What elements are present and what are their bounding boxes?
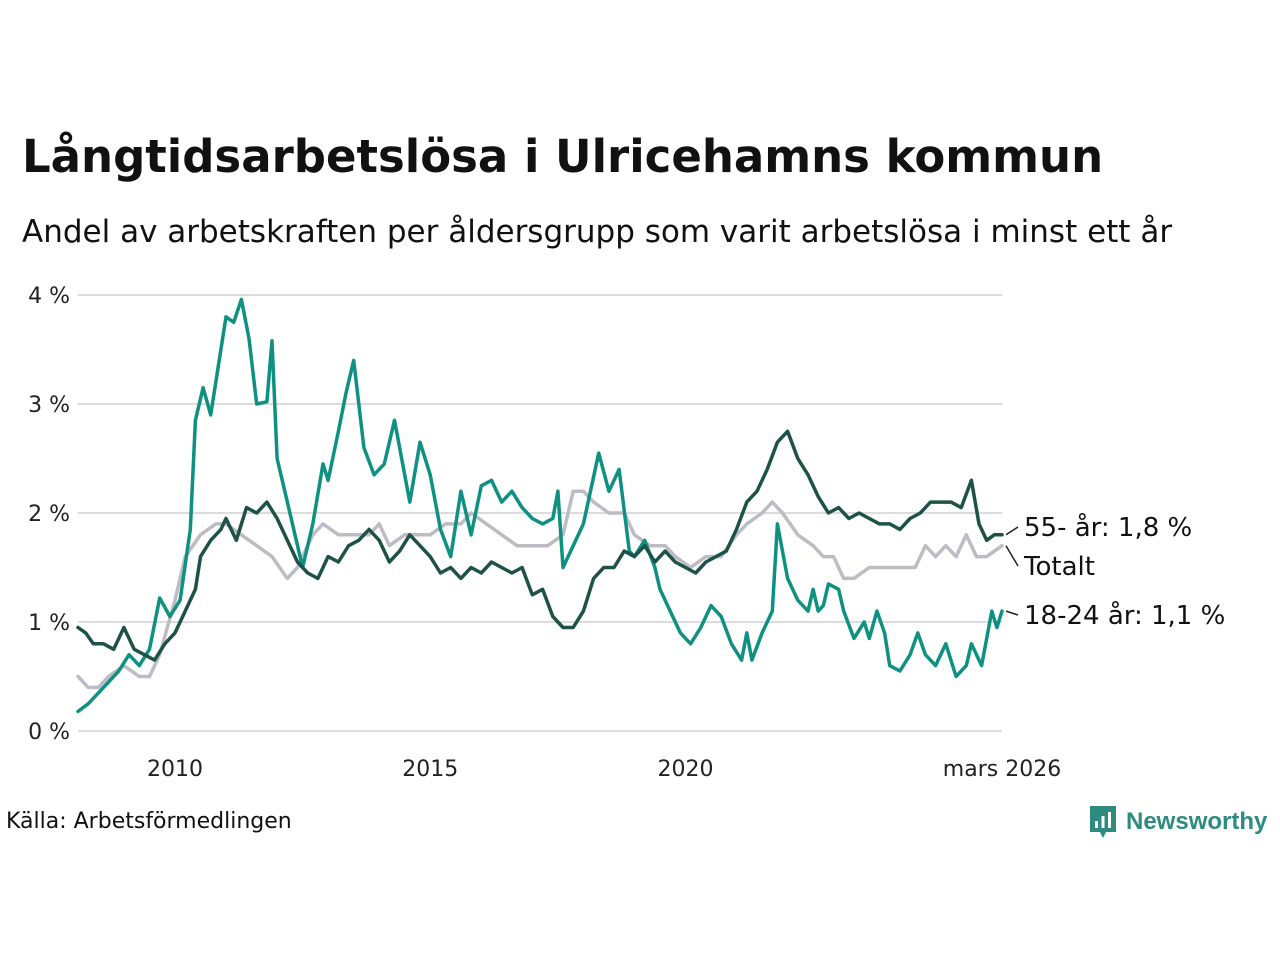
brand-logo: Newsworthy [1088,804,1267,840]
end-labels: 55- år: 1,8 % Totalt 18-24 år: 1,1 % [1005,512,1225,631]
label-leader-line [1005,526,1019,536]
series-line-18-24-r [76,297,1004,714]
y-tick-label: 4 % [28,284,70,309]
series-line-55-r [76,429,1004,662]
newsworthy-logo-icon [1090,806,1116,838]
page-title: Långtidsarbetslösa i Ulricehamns kommun [22,130,1104,183]
x-tick-label: mars 2026 [943,757,1061,782]
y-tick-label: 0 % [28,720,70,745]
y-tick-label: 3 % [28,393,70,418]
gridlines [78,294,1002,732]
label-leader-line [1005,545,1019,567]
x-tick-label: 2020 [657,757,713,782]
y-tick-label: 2 % [28,502,70,527]
x-tick-label: 2015 [402,757,458,782]
y-axis-ticks: 0 % 1 % 2 % 3 % 4 % [28,284,70,745]
page-subtitle: Andel av arbetskraften per åldersgrupp s… [22,214,1173,250]
source-note: Källa: Arbetsförmedlingen [6,809,292,834]
x-tick-label: 2010 [147,757,203,782]
series-lines [76,297,1004,714]
x-axis-ticks: 2010 2015 2020 mars 2026 [147,757,1061,782]
series-end-label: 55- år: 1,8 % [1024,512,1192,543]
series-end-label: 18-24 år: 1,1 % [1024,600,1225,631]
y-tick-label: 1 % [28,611,70,636]
series-end-label: Totalt [1023,552,1095,582]
label-leader-line [1005,610,1019,616]
brand-name: Newsworthy [1126,808,1268,835]
